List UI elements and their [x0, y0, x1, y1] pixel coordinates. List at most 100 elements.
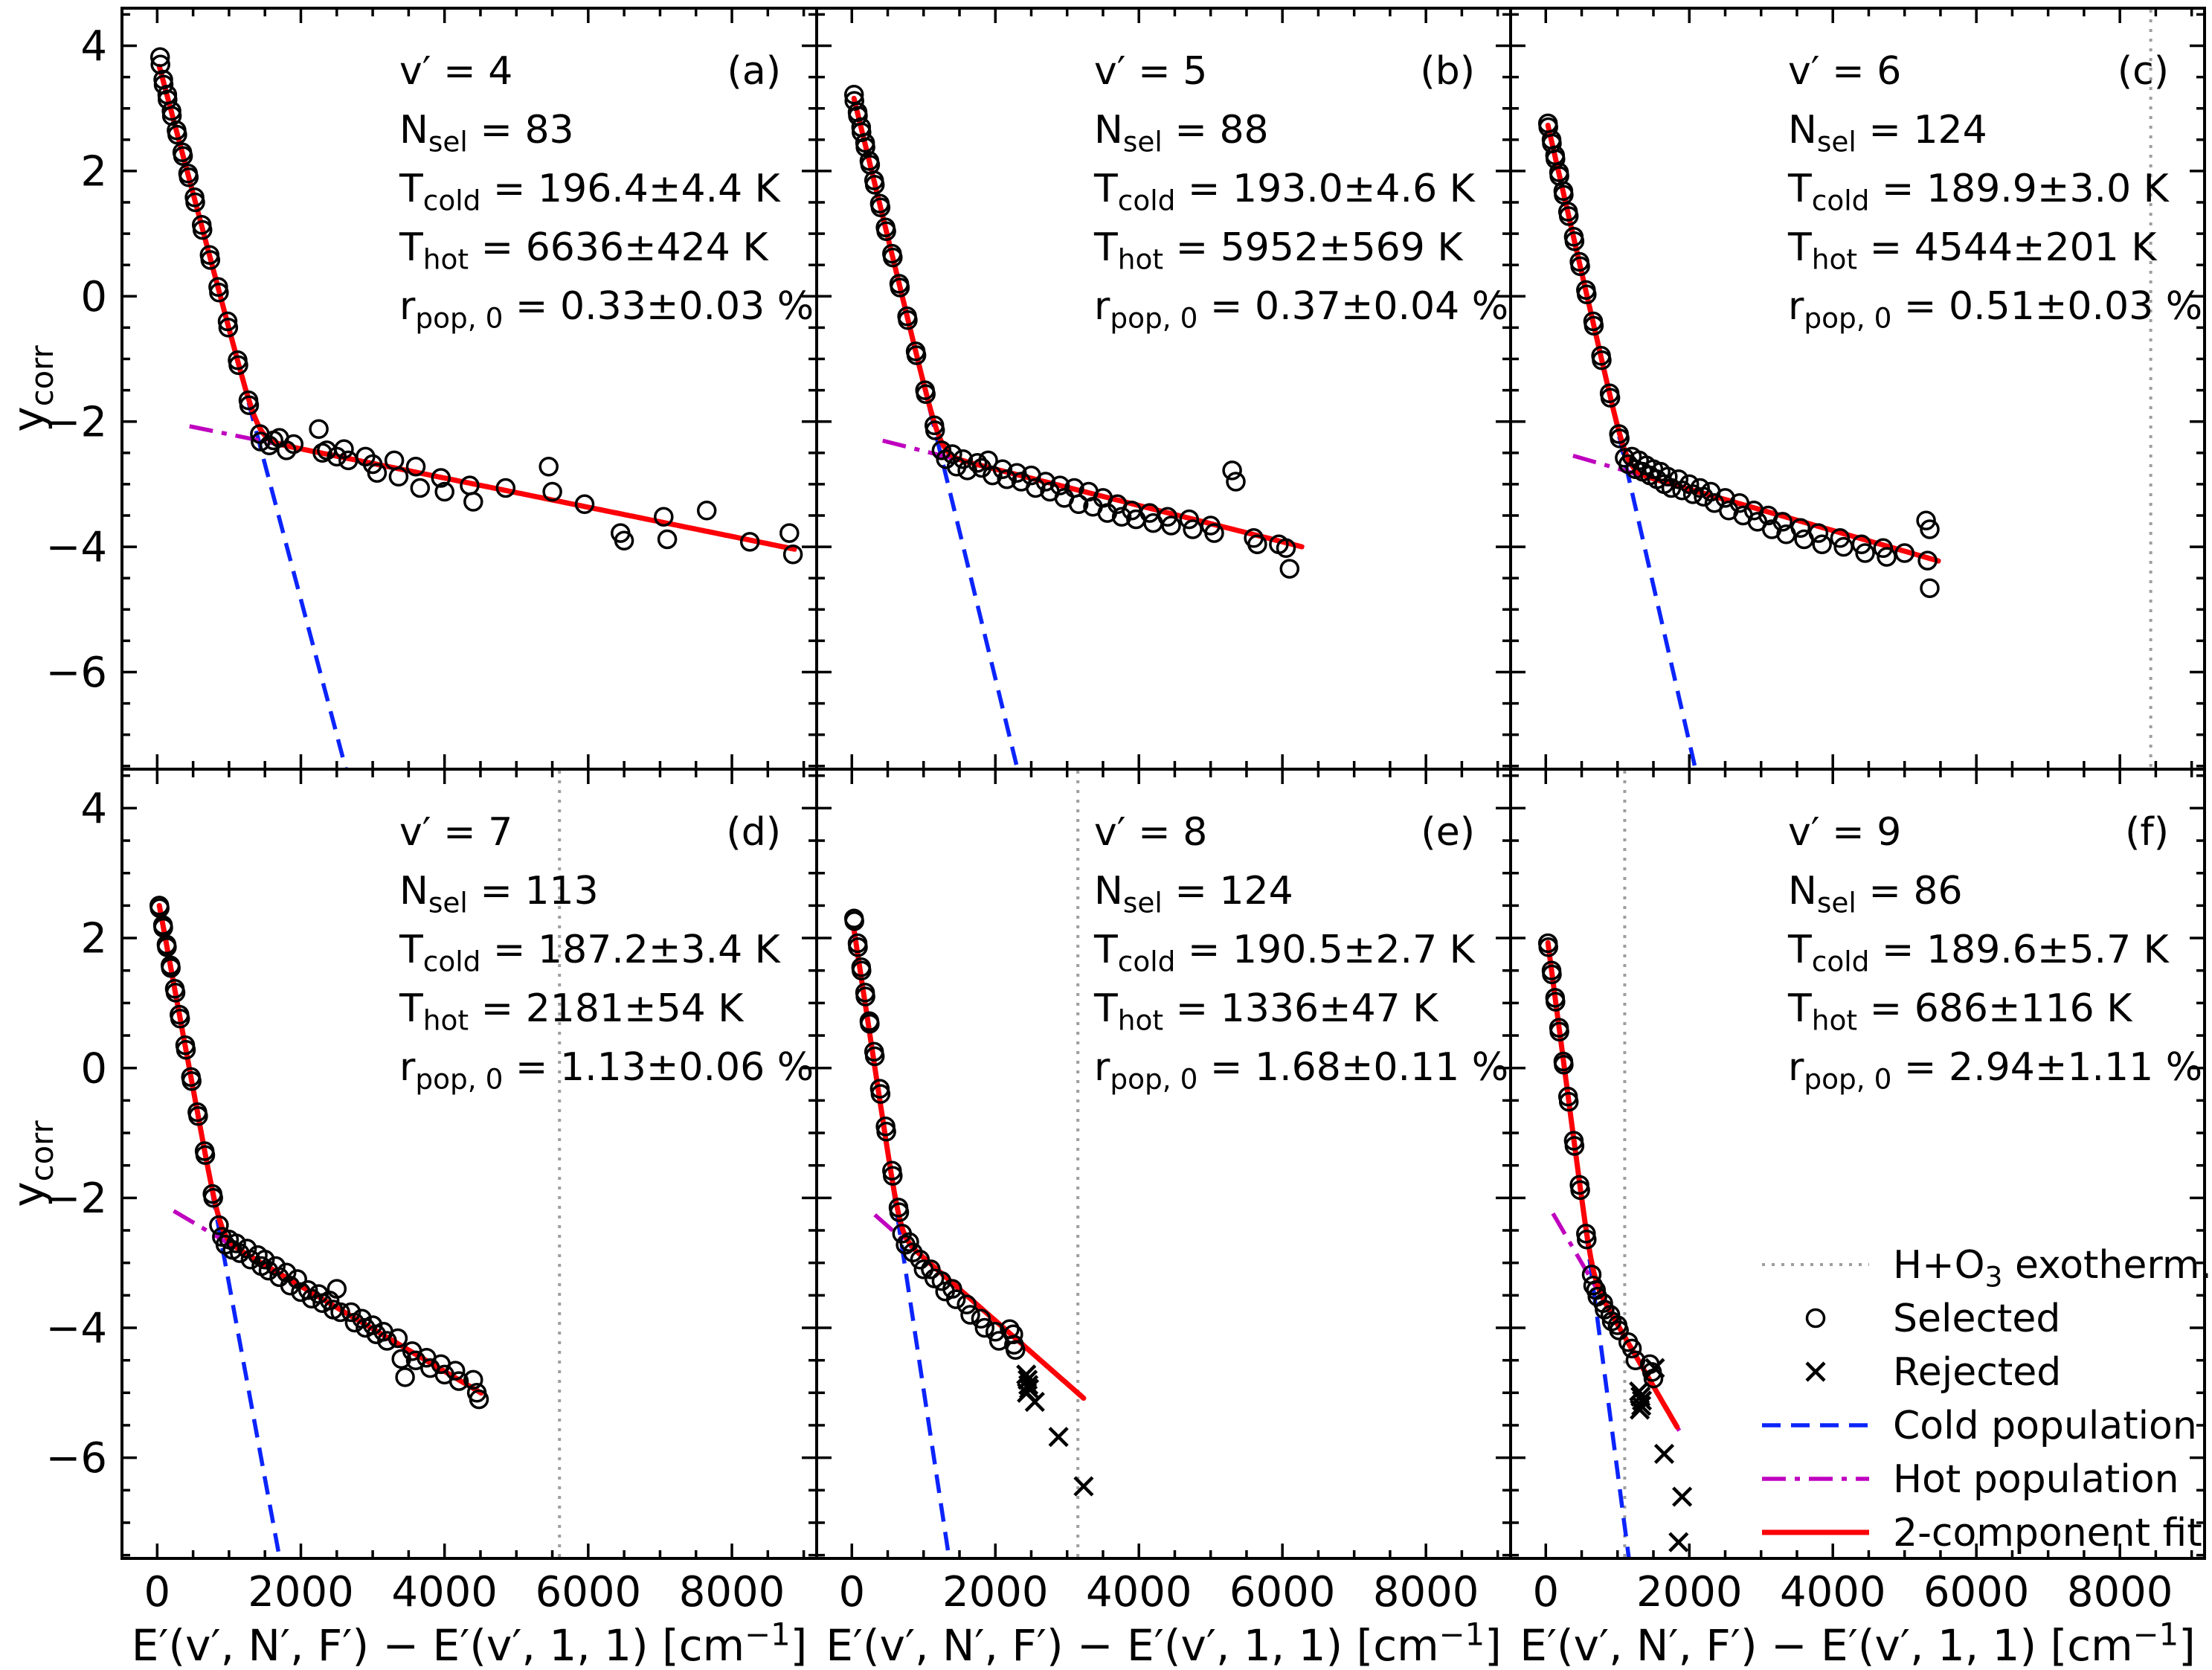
data-point [1542, 964, 1562, 985]
data-point [1570, 256, 1590, 277]
data-point [1894, 543, 1914, 563]
x-axis-tick-label: 6000 [1229, 1568, 1336, 1616]
x-axis-label: E′(v′, N′, F′) − E′(v′, 1, 1) [cm−1​] [132, 1616, 808, 1670]
data-point [352, 1308, 372, 1329]
annotation-line: v′ = 4 [399, 49, 512, 94]
legend-label: Rejected [1893, 1350, 2061, 1395]
rejected-point [1630, 1399, 1650, 1420]
data-point [1564, 1136, 1585, 1156]
data-point [1808, 523, 1829, 543]
data-point [1584, 315, 1604, 336]
y-axis-label: ycorr​ [3, 1120, 60, 1207]
selected-points-f [1537, 933, 1664, 1389]
selected-points-b [843, 84, 1300, 579]
legend-entry-rejected-marker: Rejected [1805, 1350, 2061, 1395]
data-point [983, 465, 1003, 486]
y-axis-tick-label: 0 [80, 1044, 107, 1093]
data-point [327, 1279, 347, 1299]
data-point [287, 1269, 307, 1289]
data-point [864, 175, 885, 195]
legend-label: Selected [1893, 1297, 2060, 1341]
x-axis-tick-label: 4000 [391, 1568, 498, 1616]
data-point [217, 311, 238, 332]
annotation-line: Thot​ = 4544±201 K [1787, 225, 2158, 275]
annotation-line: Tcold​ = 187.2±3.4 K [399, 928, 782, 977]
data-point [157, 937, 177, 957]
plot-area-e [843, 771, 1094, 1557]
data-point [149, 47, 170, 67]
data-point [176, 1039, 196, 1060]
data-point [1920, 519, 1940, 539]
data-point [898, 310, 918, 330]
plot-area-d [149, 771, 562, 1557]
annotation-block-e: v′ = 8 Nsel​ = 124 Tcold​ = 190.5±2.7 K Tho… [1093, 810, 1508, 1095]
data-point [1035, 472, 1056, 492]
annotation-line: Thot​ = 5952±569 K [1093, 225, 1464, 275]
data-point [203, 1188, 223, 1208]
rejected-point [1631, 1396, 1652, 1416]
annotation-line: Nsel​ = 113 [399, 869, 599, 919]
x-axis-tick-label: 4000 [1086, 1568, 1192, 1616]
data-point [574, 494, 595, 515]
data-point [1279, 559, 1300, 579]
data-point [367, 463, 388, 483]
data-point [1049, 475, 1070, 495]
data-point [1068, 494, 1089, 515]
data-point [254, 1250, 275, 1270]
rejected-point [1672, 1486, 1693, 1507]
data-point [1111, 507, 1132, 527]
annotation-line: rpop, 0​ = 0.51±0.03 % [1788, 284, 2202, 334]
y-axis-tick-label: 4 [80, 22, 107, 71]
data-point [614, 530, 634, 550]
annotation-line: Nsel​ = 86 [1788, 869, 1963, 919]
data-point [1183, 519, 1203, 539]
data-point [377, 1331, 397, 1351]
annotation-block-c: v′ = 6 Nsel​ = 124 Tcold​ = 189.9±3.0 K Tho… [1787, 49, 2202, 334]
data-point [341, 1302, 361, 1323]
data-point [165, 983, 186, 1003]
data-point [1549, 1021, 1569, 1042]
data-point [974, 1317, 995, 1338]
data-point [739, 532, 760, 552]
data-point [855, 986, 875, 1006]
data-point [192, 219, 213, 240]
data-point [239, 395, 260, 416]
data-point [1625, 1350, 1646, 1370]
y-axis-tick-label: −6 [45, 649, 107, 697]
data-point [1577, 284, 1597, 305]
data-point [1679, 474, 1700, 495]
x-axis-tick-label: 2000 [248, 1568, 354, 1616]
x-axis-tick-label: 4000 [1780, 1568, 1886, 1616]
data-point [185, 192, 205, 213]
data-point [463, 1369, 483, 1390]
annotation-block-f: v′ = 9 Nsel​ = 86 Tcold​ = 189.6±5.7 K Thot… [1787, 810, 2202, 1095]
legend-label: Hot population [1893, 1457, 2179, 1502]
legend-entry-exotherm-line: H+O3​ exotherm. [1762, 1243, 2212, 1293]
x-axis-tick-label: 8000 [2067, 1568, 2173, 1616]
data-point [463, 492, 483, 512]
data-point [899, 1232, 919, 1252]
data-point [876, 221, 896, 241]
annotation-line: Tcold​ = 190.5±2.7 K [1093, 928, 1476, 977]
data-point [1161, 516, 1181, 536]
annotation-block-b: v′ = 5 Nsel​ = 88 Tcold​ = 193.0±4.6 K Thot… [1093, 49, 1508, 334]
data-point [906, 345, 927, 365]
rejected-legend-icon [1805, 1361, 1826, 1382]
data-point [855, 137, 875, 158]
rejected-points-e [1016, 1364, 1094, 1497]
data-point [362, 1315, 383, 1335]
y-axis-tick-label: −4 [45, 524, 107, 572]
data-point [925, 420, 945, 440]
x-axis-tick-label: 6000 [536, 1568, 642, 1616]
data-point [1600, 388, 1621, 408]
data-point [1877, 547, 1897, 567]
rejected-points-f [1629, 1358, 1693, 1552]
annotation-block-d: v′ = 7 Nsel​ = 113 Tcold​ = 187.2±3.4 K Tho… [399, 810, 814, 1095]
data-point [1558, 1091, 1579, 1112]
data-point [910, 1250, 930, 1270]
annotation-line: Thot​ = 686±116 K [1787, 986, 2133, 1036]
data-point [228, 355, 248, 376]
data-point [1772, 512, 1793, 532]
panel-letter-d: (d) [726, 810, 781, 855]
data-point [1592, 350, 1612, 370]
